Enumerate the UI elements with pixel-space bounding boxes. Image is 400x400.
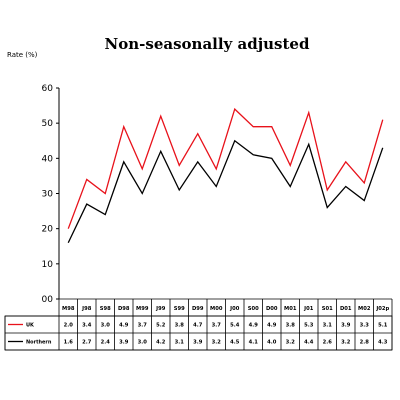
data-label: 3.9 (341, 323, 351, 329)
series-line-northern (67, 139, 384, 244)
data-label: 3.8 (175, 323, 185, 329)
x-tick-label: S99 (174, 306, 185, 312)
data-label: 3.7 (212, 323, 222, 329)
x-tick-label: S98 (100, 306, 111, 312)
data-label: 4.0 (267, 340, 277, 346)
data-label: 3.7 (138, 323, 148, 329)
data-label: 3.0 (101, 323, 111, 329)
data-label: 4.2 (156, 340, 166, 346)
plot-area (67, 107, 384, 244)
data-label: 1.6 (64, 340, 74, 346)
x-tick-label: D00 (266, 306, 278, 312)
x-tick-label: S00 (248, 306, 259, 312)
data-label: 5.2 (156, 323, 166, 329)
data-label: 3.3 (360, 323, 370, 329)
data-label: 5.3 (304, 323, 314, 329)
data-label: 4.9 (267, 323, 277, 329)
x-tick-label: J99 (155, 306, 166, 312)
data-label: 4.5 (230, 340, 240, 346)
x-tick-label: S01 (322, 306, 333, 312)
x-tick-label: J01 (303, 306, 314, 312)
y-tick-label: 40 (42, 154, 54, 164)
x-tick-label: M01 (284, 306, 297, 312)
y-tick-label: 50 (42, 119, 54, 129)
data-label: 3.9 (119, 340, 129, 346)
data-label: 3.0 (138, 340, 148, 346)
x-tick-label: D01 (340, 306, 352, 312)
chart-title: Non-seasonally adjusted (105, 35, 310, 53)
x-tick-label: J02p (375, 306, 389, 312)
y-axis: 00 10 20 30 40 50 60 (42, 84, 60, 305)
series-line-uk (67, 107, 384, 229)
data-label: 2.0 (64, 323, 74, 329)
data-label: 3.1 (323, 323, 333, 329)
x-tick-label: D99 (192, 306, 204, 312)
data-label: 4.4 (304, 340, 314, 346)
y-tick-label: 00 (42, 295, 54, 305)
data-label: 4.3 (378, 340, 388, 346)
data-label: 3.2 (212, 340, 222, 346)
legend-label: Northern (26, 340, 52, 346)
data-label: 4.9 (119, 323, 129, 329)
data-label: 3.2 (341, 340, 351, 346)
x-tick-label: M99 (136, 306, 149, 312)
data-label: 4.1 (249, 340, 259, 346)
y-tick-label: 30 (42, 190, 54, 200)
data-label: 5.4 (230, 323, 240, 329)
x-tick-label: J98 (81, 306, 92, 312)
data-label: 2.8 (360, 340, 370, 346)
data-label: 4.9 (249, 323, 259, 329)
x-tick-label: J00 (229, 306, 240, 312)
y-axis-label: Rate (%) (7, 51, 38, 59)
data-label: 4.7 (193, 323, 203, 329)
y-tick-label: 10 (42, 260, 54, 270)
data-label: 3.2 (286, 340, 296, 346)
x-tick-label: M02 (358, 306, 371, 312)
y-tick-label: 60 (42, 84, 54, 94)
data-label: 3.4 (82, 323, 92, 329)
data-table: M98 J98 S98 D98 M99 J99 S99 D99 M00 J00 S00 D00 M01 J… (4, 298, 393, 351)
legend-label: UK (26, 323, 35, 329)
data-label: 3.1 (175, 340, 185, 346)
data-label: 5.1 (378, 323, 388, 329)
data-label: 2.7 (82, 340, 92, 346)
data-label: 2.6 (323, 340, 333, 346)
x-tick-label: M98 (62, 306, 75, 312)
y-tick-label: 20 (42, 225, 54, 235)
x-tick-label: D98 (118, 306, 130, 312)
data-label: 2.4 (101, 340, 111, 346)
x-tick-label: M00 (210, 306, 223, 312)
data-label: 3.8 (286, 323, 296, 329)
data-label: 3.9 (193, 340, 203, 346)
